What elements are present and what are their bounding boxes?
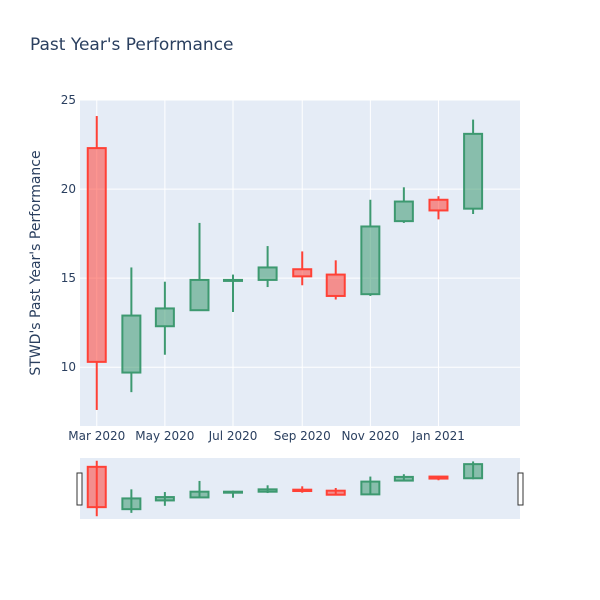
x-tick-label: Mar 2020 — [68, 429, 125, 443]
mini-candle-body — [189, 490, 210, 499]
mini-candle-body — [121, 497, 142, 511]
range-slider-right-handle[interactable] — [517, 472, 524, 506]
mini-candle-body — [154, 496, 175, 502]
mini-candle — [325, 487, 346, 496]
candle-increasing — [121, 267, 142, 393]
y-tick-label: 15 — [61, 271, 76, 285]
range-slider-candles — [86, 460, 484, 517]
candle-body — [325, 273, 346, 297]
mini-candle-body — [428, 475, 449, 480]
candle-increasing — [393, 187, 414, 223]
candle-increasing — [463, 119, 484, 215]
plot-area — [80, 100, 520, 426]
mini-candle-body — [360, 480, 381, 496]
x-tick-label: Nov 2020 — [341, 429, 399, 443]
candle-body — [360, 225, 381, 296]
candle-body — [428, 198, 449, 212]
mini-candle — [154, 492, 175, 506]
mini-candle — [292, 486, 313, 493]
candle-body — [86, 147, 107, 363]
y-tick-label: 10 — [61, 360, 76, 374]
range-slider-left-handle[interactable] — [76, 472, 83, 506]
x-tick-label: Sep 2020 — [274, 429, 331, 443]
candle-decreasing — [292, 251, 313, 286]
candle-body — [189, 278, 210, 312]
mini-candle — [86, 460, 107, 517]
mini-candle — [257, 485, 278, 494]
y-axis: 10 15 20 25 — [61, 93, 76, 374]
mini-candle-body — [86, 465, 107, 509]
candle-increasing — [257, 246, 278, 288]
candle-increasing — [154, 281, 175, 355]
x-tick-label: Jul 2020 — [208, 429, 258, 443]
range-slider[interactable] — [80, 458, 520, 519]
mini-candle — [463, 461, 484, 480]
candle-body — [121, 314, 142, 374]
candle-body — [463, 132, 484, 210]
mini-candle — [393, 474, 414, 482]
candle-decreasing — [428, 196, 449, 220]
mini-candle — [360, 476, 381, 496]
y-tick-label: 20 — [61, 182, 76, 196]
mini-candle-body — [292, 488, 313, 493]
mini-candle-body — [325, 489, 346, 496]
candle-increasing — [189, 222, 210, 312]
candle-body — [222, 278, 243, 282]
candle-body — [257, 266, 278, 281]
x-tick-label: May 2020 — [135, 429, 194, 443]
y-tick-label: 25 — [61, 93, 76, 107]
mini-candle-body — [222, 490, 243, 494]
candle-increasing — [222, 274, 243, 312]
x-tick-label: Jan 2021 — [411, 429, 465, 443]
y-axis-label: STWD's Past Year's Performance — [28, 150, 44, 375]
candle-body — [292, 268, 313, 278]
candle-decreasing — [325, 260, 346, 300]
mini-candle — [428, 475, 449, 481]
candle-body — [393, 200, 414, 223]
mini-candle-body — [393, 475, 414, 482]
candle-decreasing — [86, 116, 107, 410]
candle-body — [154, 307, 175, 328]
mini-candle-body — [257, 488, 278, 493]
chart-title: Past Year's Performance — [30, 35, 234, 55]
candles — [86, 116, 484, 410]
candle-increasing — [360, 199, 381, 296]
mini-candle — [222, 490, 243, 498]
mini-candle — [121, 489, 142, 513]
mini-candle — [189, 480, 210, 499]
x-axis: Mar 2020 May 2020 Jul 2020 Sep 2020 Nov 2020… — [68, 429, 465, 443]
mini-candle-body — [463, 463, 484, 480]
